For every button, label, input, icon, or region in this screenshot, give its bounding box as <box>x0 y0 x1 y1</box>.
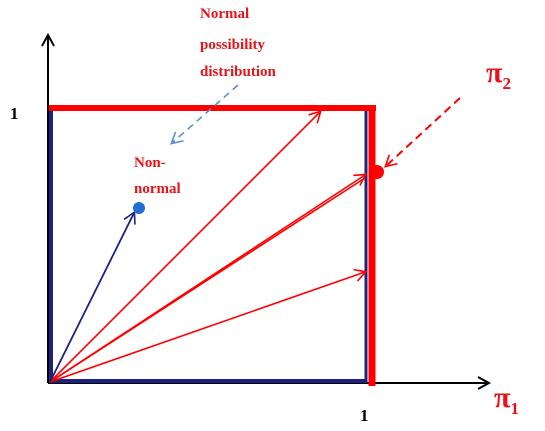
pi2-point <box>370 165 384 179</box>
pi2-subscript: 2 <box>502 74 511 93</box>
nonnormal-point <box>133 202 145 214</box>
red-arrow-top <box>49 110 322 383</box>
nonnormal-label-line2: normal <box>134 181 181 197</box>
x-tick-label: 1 <box>360 406 369 425</box>
pi2-symbol: π <box>486 56 503 89</box>
navy-arrow <box>49 210 136 383</box>
pi2-dashed-arrow <box>384 97 461 168</box>
nonnormal-label-line1: Non- <box>134 155 166 171</box>
red-arrow-lower <box>49 268 368 383</box>
y-tick-label: 1 <box>10 104 19 123</box>
pi1-subscript: 1 <box>510 399 519 418</box>
pi2-label: π2 <box>486 56 511 93</box>
normal-label-line1: Normal <box>200 6 249 22</box>
pi1-label: π1 <box>494 381 519 418</box>
pi1-symbol: π <box>494 381 511 414</box>
normal-label-line2: possibility <box>200 37 266 53</box>
red-arrow-middle <box>49 177 366 383</box>
normal-label-line3: distribution <box>200 64 277 80</box>
normal-dashed-arrow <box>169 84 239 145</box>
